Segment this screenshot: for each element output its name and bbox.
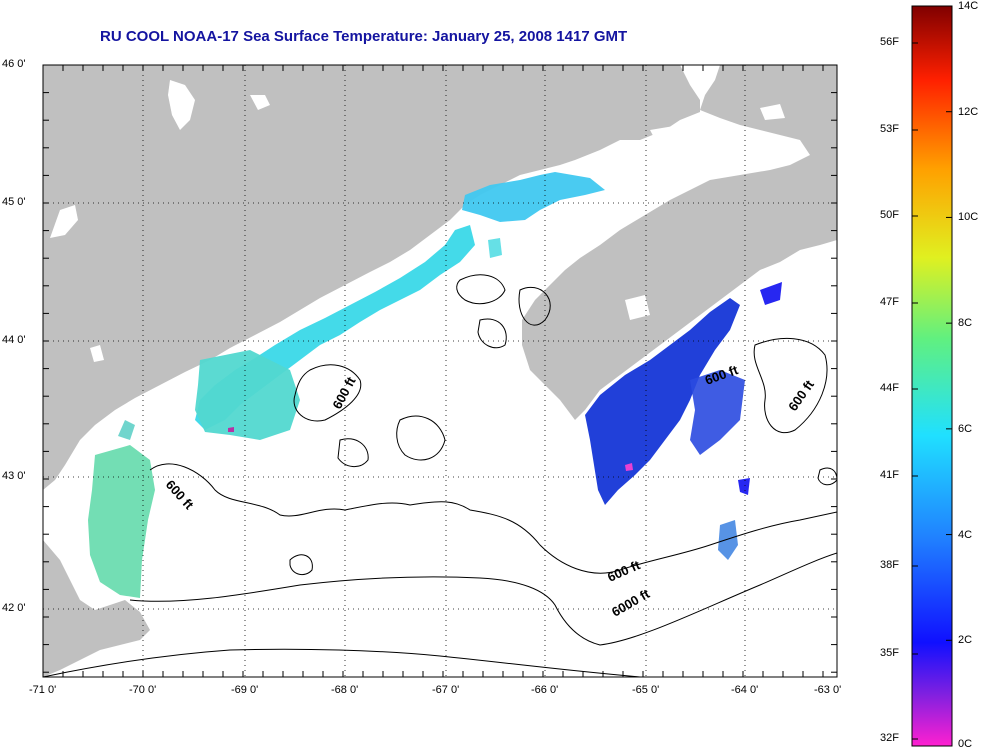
lat-tick-label: 45 0' [2,196,26,208]
colorbar-fahrenheit-label: 32F [880,732,899,744]
land-cape-cod [43,540,150,677]
colorbar-celsius-label: 14C [958,0,979,12]
colorbar-celsius-label: 12C [958,105,979,118]
sst-patch-penobscot [462,172,605,222]
colorbar-celsius-label: 4C [958,528,973,541]
colorbar-fahrenheit-label: 47F [880,296,899,308]
land-nova-scotia [522,65,837,420]
colorbar-fahrenheit-label: 50F [880,209,899,221]
colorbar [911,5,953,747]
sst-patch-massbay [88,445,155,598]
lat-tick-label: 42 0' [2,602,26,614]
bathymetry-contours [43,274,837,677]
lon-tick-label: -63 0' [814,684,842,696]
colorbar-celsius-label: 10C [958,211,979,224]
lon-tick-label: -64 0' [731,684,759,696]
lat-tick-label: 46 0' [2,58,26,70]
colorbar-fahrenheit-label: 41F [880,469,899,481]
colorbar-fahrenheit-label: 38F [880,559,899,571]
lat-tick-label: 43 0' [2,470,26,482]
lon-tick-label: -70 0' [129,684,157,696]
sst-patch-scotian [585,298,740,505]
colorbar-fahrenheit-label: 56F [880,36,899,48]
graticule [43,65,837,677]
colorbar-celsius-label: 8C [958,317,973,330]
colorbar-celsius-label: 6C [958,422,973,435]
lon-tick-label: -68 0' [331,684,359,696]
sst-patch-midcoast [195,350,300,440]
map-frame [42,64,838,678]
lon-tick-label: -66 0' [531,684,559,696]
colorbar-celsius-label: 0C [958,738,973,750]
colorbar-fahrenheit-label: 53F [880,123,899,135]
lon-tick-label: -69 0' [231,684,259,696]
colorbar-celsius-label: 2C [958,634,973,647]
land-maine [43,65,700,490]
lon-tick-label: -67 0' [432,684,460,696]
colorbar-fahrenheit-label: 44F [880,382,899,394]
map-title-text: RU COOL NOAA-17 Sea Surface Temperature:… [100,28,628,45]
lon-tick-label: -65 0' [632,684,660,696]
lon-tick-label: -71 0' [29,684,57,696]
lat-tick-label: 44 0' [2,334,26,346]
colorbar-fahrenheit-label: 35F [880,647,899,659]
